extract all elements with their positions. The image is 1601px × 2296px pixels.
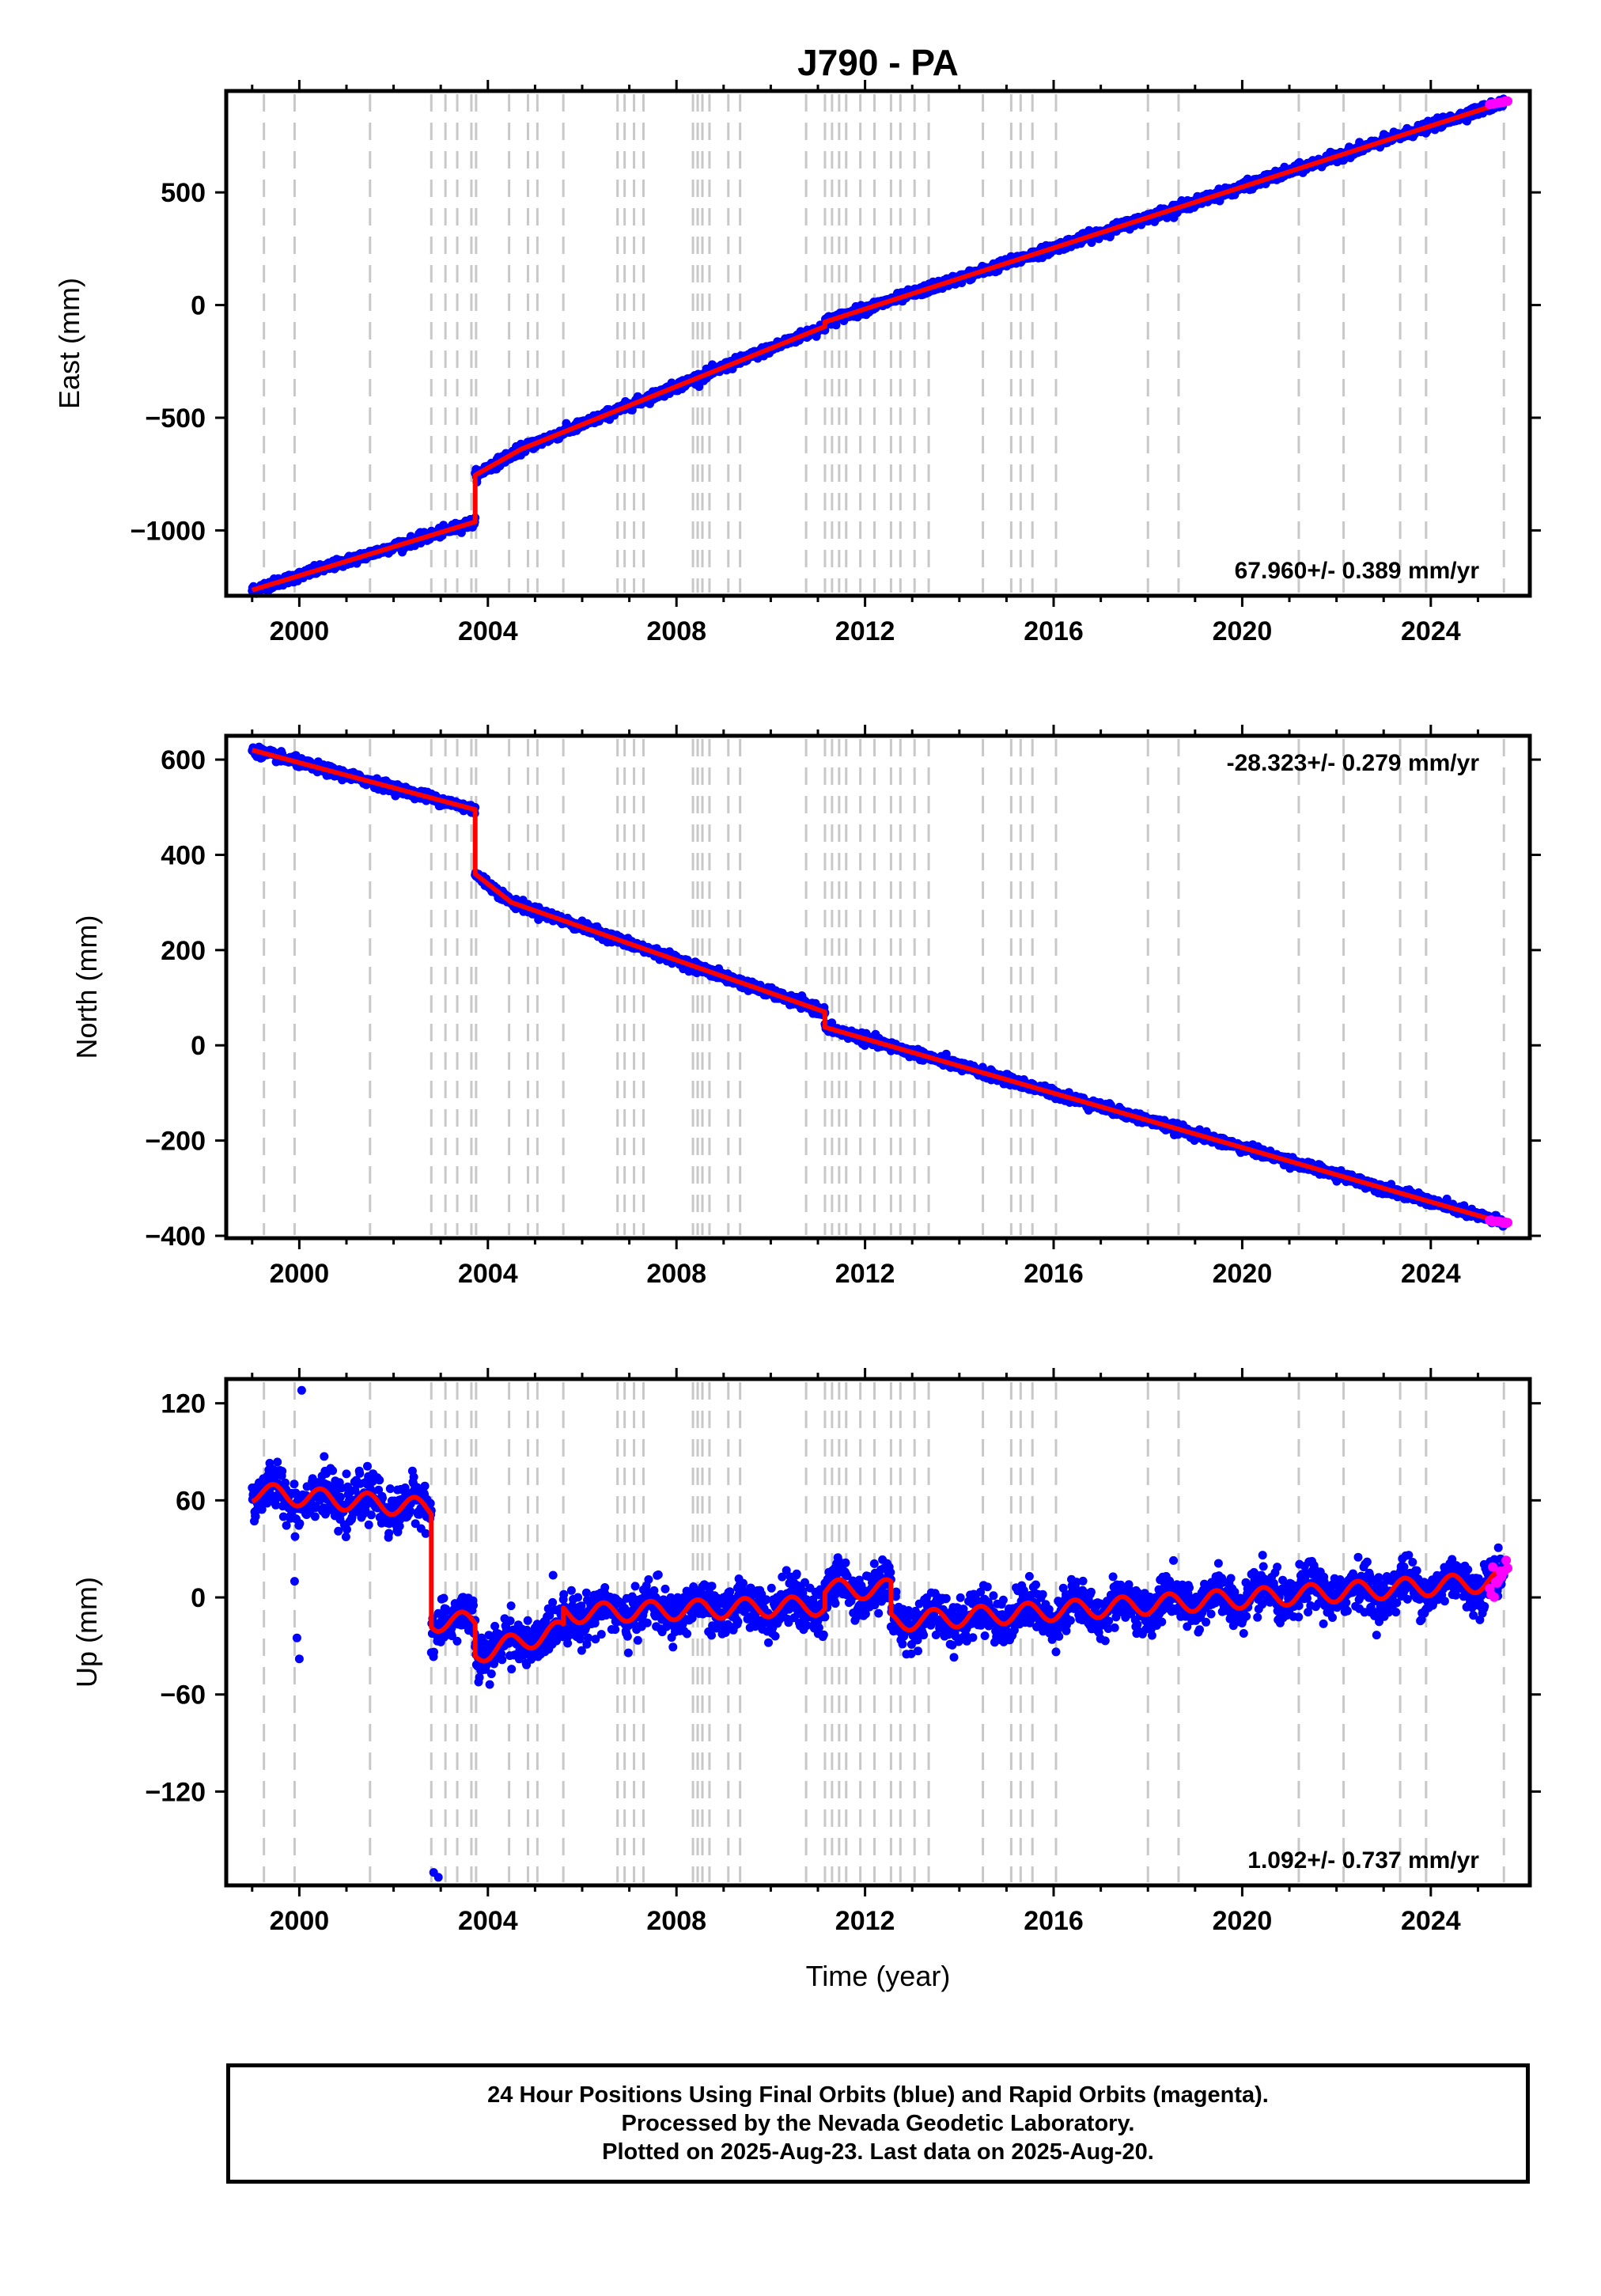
east-x-tick-label: 2000 [270, 616, 330, 646]
east-model-line [250, 100, 1506, 593]
east-final-orbit-points [248, 94, 1508, 598]
east-plot-frame [224, 89, 1532, 598]
east-x-tick-label: 2016 [1024, 616, 1084, 646]
east-x-tick-label: 2008 [646, 616, 706, 646]
east-y-tick-label: −500 [145, 404, 206, 434]
east-rate-label: 67.960+/- 0.389 mm/yr [1235, 558, 1480, 584]
east-event-lines [263, 94, 1505, 593]
east-x-tick-label: 2024 [1401, 616, 1461, 646]
east-y-tick-label: −1000 [131, 516, 206, 546]
east-x-tick-label: 2012 [835, 616, 895, 646]
north-final-orbit-points [248, 742, 1508, 1231]
east-panel: 2000 2004 2008 2012 2016 2020 2024 500 0 −500 −100… [53, 80, 1541, 646]
east-x-tick-label: 2004 [458, 616, 518, 646]
figure-title: J790 - PA [797, 42, 959, 83]
east-y-axis: 500 0 −500 −1000 [131, 178, 1541, 546]
north-panel: 2000 2004 2008 2012 2016 2020 20246004002000−2… [70, 725, 1541, 1289]
east-rapid-point [1503, 96, 1512, 106]
east-y-tick-label: 0 [191, 291, 206, 321]
east-y-tick-label: 500 [161, 178, 206, 208]
east-x-tick-label: 2020 [1213, 616, 1273, 646]
east-y-axis-label: East (mm) [53, 278, 85, 409]
